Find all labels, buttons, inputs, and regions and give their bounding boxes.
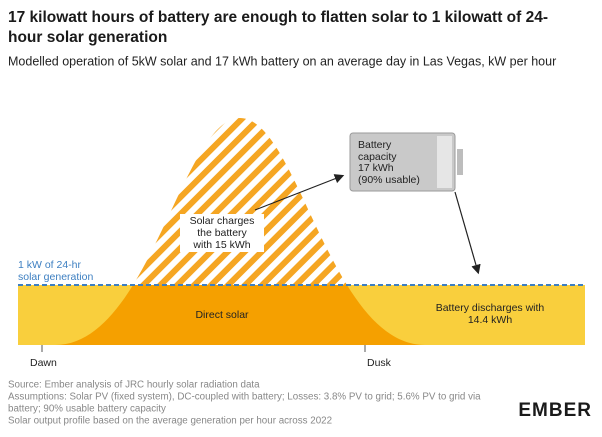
battery-label: capacity bbox=[358, 151, 397, 163]
battery-label: 17 kWh bbox=[358, 162, 394, 174]
charge-label: with 15 kWh bbox=[192, 239, 250, 251]
battery-label: (90% usable) bbox=[358, 174, 420, 186]
battery bbox=[349, 132, 456, 192]
arrow bbox=[254, 174, 345, 211]
logo: EMBER bbox=[518, 400, 592, 421]
charge-label: Solar charges bbox=[190, 215, 255, 227]
baseline-label: 1 kW of 24-hr bbox=[18, 259, 82, 271]
x-label: Dawn bbox=[30, 357, 57, 369]
direct-label: Direct solar bbox=[195, 309, 249, 321]
note: battery; 90% usable battery capacity bbox=[8, 404, 166, 415]
note: Solar output profile based on the averag… bbox=[8, 416, 332, 427]
title-line: 17 kilowatt hours of battery are enough … bbox=[8, 9, 548, 26]
title-line: hour solar generation bbox=[8, 29, 167, 46]
note: Source: Ember analysis of JRC hourly sol… bbox=[8, 380, 260, 391]
direct-solar-area bbox=[55, 285, 425, 345]
charge-label: the battery bbox=[197, 227, 247, 239]
discharge-label: 14.4 kWh bbox=[468, 314, 513, 326]
discharge-label: Battery discharges with bbox=[436, 302, 545, 314]
battery-empty bbox=[437, 136, 452, 188]
x-label: Dusk bbox=[367, 357, 392, 369]
subtitle: Modelled operation of 5kW solar and 17 k… bbox=[8, 54, 556, 68]
battery-label: Battery bbox=[358, 139, 392, 151]
battery-terminal bbox=[457, 149, 463, 175]
note: Assumptions: Solar PV (fixed system), DC… bbox=[8, 392, 481, 403]
label-bg bbox=[180, 214, 264, 252]
baseline-label: solar generation bbox=[18, 271, 93, 283]
arrow bbox=[454, 191, 481, 275]
